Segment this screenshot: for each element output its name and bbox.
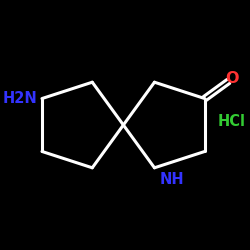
Text: H2N: H2N	[3, 91, 38, 106]
Text: O: O	[225, 72, 238, 86]
Text: HCl: HCl	[218, 114, 246, 130]
Text: NH: NH	[160, 172, 184, 187]
